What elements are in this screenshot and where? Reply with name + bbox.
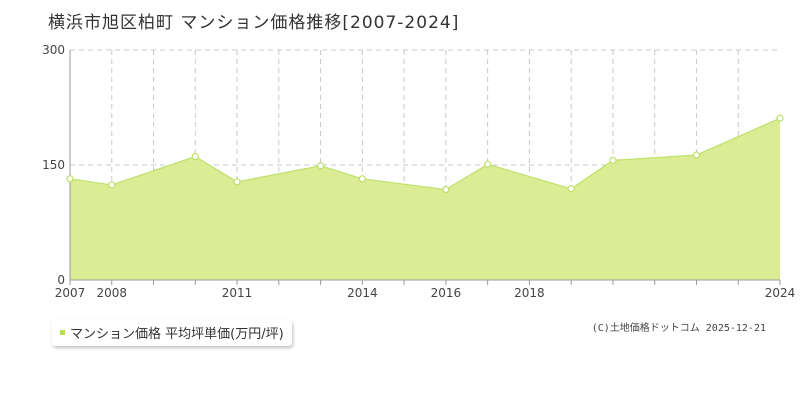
- series-line: [69, 117, 781, 191]
- x-tick-label: 2011: [222, 286, 253, 300]
- data-point: [108, 181, 116, 189]
- x-tick-label: 2016: [431, 286, 462, 300]
- data-point: [609, 156, 617, 164]
- chart-title: 横浜市旭区柏町 マンション価格推移[2007-2024]: [48, 13, 460, 33]
- copyright-text: (C)土地価格ドットコム 2025-12-21: [591, 323, 766, 334]
- data-point: [316, 162, 325, 170]
- data-point: [692, 151, 701, 159]
- legend-label: マンション価格 平均坪単価(万円/坪): [70, 327, 284, 342]
- x-tick-label: 2024: [765, 286, 796, 300]
- x-tick-label: 2014: [347, 286, 378, 300]
- data-point: [233, 178, 241, 186]
- data-point: [358, 175, 366, 183]
- y-tick-label: 300: [42, 43, 65, 57]
- x-tick-label: 2007: [55, 286, 86, 300]
- data-point: [484, 160, 492, 168]
- series-area: [70, 118, 780, 280]
- x-tick-label: 2018: [514, 286, 545, 300]
- legend: マンション価格 平均坪単価(万円/坪): [52, 320, 292, 346]
- legend-marker-icon: [60, 330, 65, 335]
- y-tick-label: 0: [57, 273, 65, 287]
- data-point: [191, 152, 199, 161]
- y-tick-label: 150: [42, 158, 65, 172]
- data-point: [66, 175, 74, 183]
- data-point: [776, 114, 784, 122]
- data-point: [567, 185, 575, 193]
- data-point: [442, 185, 450, 194]
- x-tick-label: 2008: [96, 286, 127, 300]
